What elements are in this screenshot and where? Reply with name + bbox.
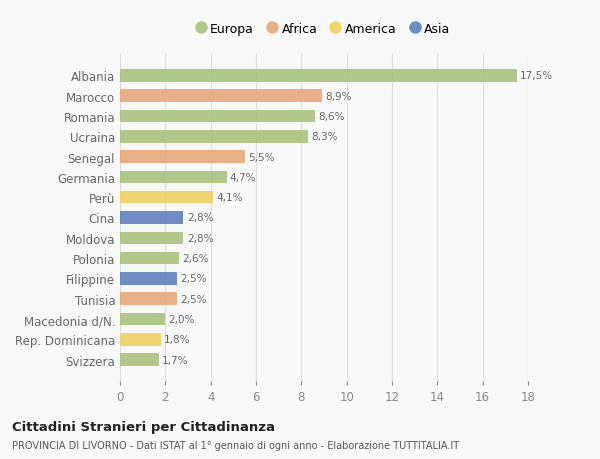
Text: Cittadini Stranieri per Cittadinanza: Cittadini Stranieri per Cittadinanza	[12, 420, 275, 433]
Text: 8,6%: 8,6%	[319, 112, 345, 122]
Bar	[120, 333, 161, 346]
Text: 2,8%: 2,8%	[187, 233, 214, 243]
Bar	[120, 273, 176, 285]
Bar	[120, 111, 315, 123]
Legend: Europa, Africa, America, Asia: Europa, Africa, America, Asia	[194, 19, 454, 39]
Text: 5,5%: 5,5%	[248, 152, 275, 162]
Bar	[120, 151, 245, 163]
Text: 1,8%: 1,8%	[164, 335, 191, 345]
Text: 2,5%: 2,5%	[180, 294, 206, 304]
Text: 17,5%: 17,5%	[520, 71, 553, 81]
Bar	[120, 293, 176, 305]
Text: 1,7%: 1,7%	[162, 355, 188, 365]
Bar	[120, 70, 517, 83]
Text: PROVINCIA DI LIVORNO - Dati ISTAT al 1° gennaio di ogni anno - Elaborazione TUTT: PROVINCIA DI LIVORNO - Dati ISTAT al 1° …	[12, 440, 459, 450]
Text: 2,8%: 2,8%	[187, 213, 214, 223]
Bar	[120, 131, 308, 143]
Bar	[120, 232, 184, 245]
Text: 4,1%: 4,1%	[217, 193, 243, 203]
Bar	[120, 90, 322, 103]
Bar	[120, 353, 158, 366]
Text: 2,5%: 2,5%	[180, 274, 206, 284]
Text: 8,3%: 8,3%	[311, 132, 338, 142]
Text: 4,7%: 4,7%	[230, 173, 256, 183]
Text: 2,0%: 2,0%	[169, 314, 195, 325]
Bar	[120, 252, 179, 265]
Text: 8,9%: 8,9%	[325, 91, 352, 101]
Bar	[120, 212, 184, 224]
Bar	[120, 191, 213, 204]
Bar	[120, 171, 227, 184]
Text: 2,6%: 2,6%	[182, 253, 209, 263]
Bar	[120, 313, 166, 325]
